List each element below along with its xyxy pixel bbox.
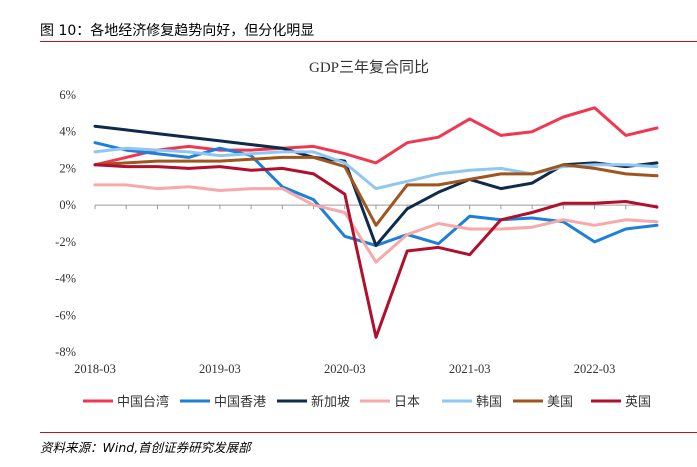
series-line-4: [93, 146, 659, 191]
x-tick-label: 2022-03: [574, 362, 616, 376]
series-line-1: [93, 141, 659, 247]
source-note: 资料来源：Wind,首创证券研究发展部: [40, 440, 251, 455]
series-line-6: [93, 163, 659, 339]
x-tick-label: 2020-03: [324, 362, 366, 376]
legend-label-2: 新加坡: [311, 394, 350, 410]
y-tick-label: -8%: [55, 345, 76, 359]
figure-caption: 图 10：各地经济修复趋势向好，但分化明显: [40, 23, 315, 39]
legend-label-5: 美国: [547, 395, 573, 410]
bottom-divider: [40, 432, 697, 433]
y-tick-label: -4%: [55, 272, 76, 286]
legend-label-4: 韩国: [476, 395, 502, 410]
y-tick-label: -2%: [55, 235, 76, 249]
x-axis: 2018-03 2019-03 2020-03 2021-03 2022-03: [74, 204, 658, 376]
legend-label-3: 日本: [394, 395, 420, 410]
y-tick-label: 2%: [59, 161, 76, 175]
series-line-5: [93, 155, 659, 227]
x-tick-label: 2019-03: [199, 362, 241, 376]
series-line-3: [93, 183, 659, 264]
y-axis-ticks: -8% -6% -4% -2% 0% 2% 4% 6%: [55, 88, 76, 359]
legend-label-0: 中国台湾: [117, 394, 169, 410]
y-tick-label: -6%: [55, 308, 76, 322]
x-tick-label: 2018-03: [74, 362, 116, 376]
y-tick-label: 4%: [59, 125, 76, 139]
top-divider: [40, 41, 697, 42]
legend-label-6: 英国: [625, 395, 651, 410]
chart-title: GDP三年复合同比: [309, 58, 429, 76]
legend: 中国台湾 中国香港 新加坡 日本 韩国 美国 英国: [83, 394, 651, 410]
legend-label-1: 中国香港: [214, 395, 266, 410]
series-line-0: [93, 106, 659, 167]
y-tick-label: 0%: [59, 198, 76, 212]
x-tick-label: 2021-03: [449, 362, 491, 376]
series-lines: [93, 106, 659, 339]
gdp-line-chart: GDP三年复合同比 -8%-6%-4%-2%0%2%4%6% 2018-03 20…: [55, 58, 659, 410]
y-tick-label: 6%: [59, 88, 76, 102]
